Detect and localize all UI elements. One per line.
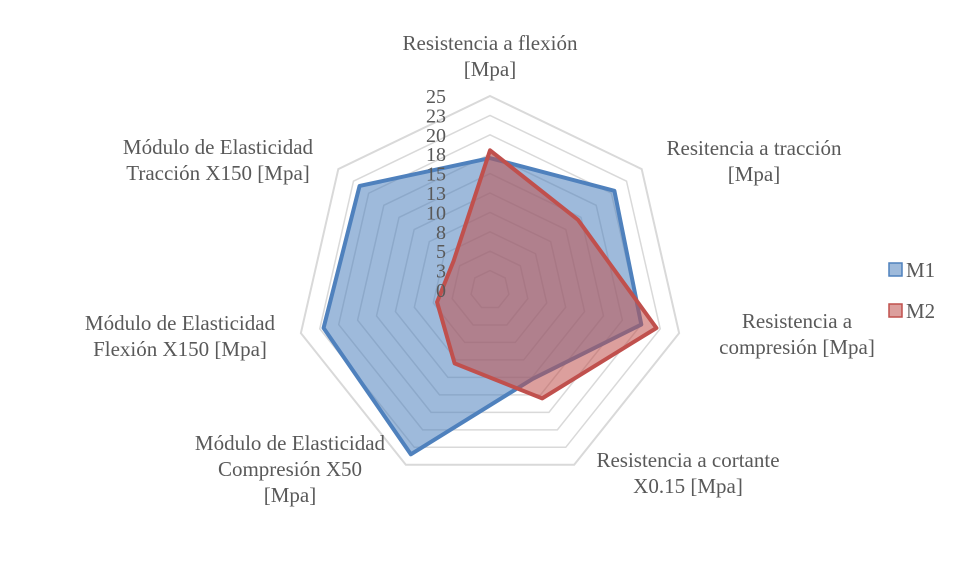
- grid-ring-9: [318, 114, 662, 449]
- tick-label: 18: [426, 144, 446, 166]
- legend: M1 M2: [888, 258, 935, 323]
- tick-label: 0: [436, 280, 446, 302]
- series-m2-area: [435, 148, 659, 401]
- tick-label: 10: [426, 202, 446, 224]
- legend-label-m1: M1: [906, 258, 935, 282]
- series-layer: [321, 148, 659, 457]
- category-label: Resitencia a tracción [Mpa]: [667, 136, 842, 186]
- tick-label: 20: [426, 125, 446, 147]
- category-label: Resistencia a flexión [Mpa]: [403, 31, 578, 81]
- tick-label: 25: [426, 86, 446, 108]
- tick-label: 13: [426, 183, 446, 205]
- category-label: Resistencia a compresión [Mpa]: [719, 309, 875, 359]
- tick-label: 8: [436, 222, 446, 244]
- category-label: Módulo de Elasticidad Compresión X50 [Mpa]: [195, 431, 386, 507]
- grid-ring-10: [299, 94, 681, 466]
- category-label: Resistencia a cortante X0.15 [Mpa]: [596, 448, 779, 498]
- legend-label-m2: M2: [906, 299, 935, 323]
- category-label: Módulo de Elasticidad Tracción X150 [Mpa]: [123, 135, 314, 185]
- legend-swatch-m1: [888, 262, 903, 277]
- tick-label: 5: [436, 241, 446, 263]
- tick-label: 3: [436, 261, 446, 283]
- tick-label: 15: [426, 164, 446, 186]
- tick-label: 23: [426, 105, 446, 127]
- legend-swatch-m2: [888, 303, 903, 318]
- category-labels: Resistencia a flexión [Mpa] Resitencia a t…: [85, 31, 875, 507]
- category-label: Módulo de Elasticidad Flexión X150 [Mpa]: [85, 311, 276, 361]
